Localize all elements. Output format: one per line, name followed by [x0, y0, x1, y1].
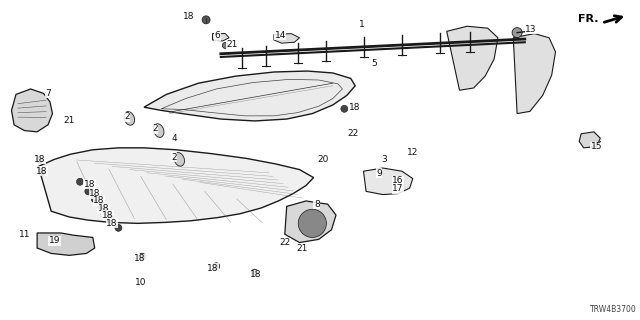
Text: 2: 2	[152, 124, 157, 133]
Circle shape	[107, 215, 113, 222]
Text: 17: 17	[392, 184, 404, 193]
Circle shape	[512, 28, 522, 38]
Text: 18: 18	[207, 264, 218, 273]
Text: 21: 21	[63, 116, 75, 125]
Text: 1: 1	[359, 20, 364, 29]
Text: 13: 13	[525, 25, 537, 34]
Circle shape	[98, 202, 104, 209]
Text: 18: 18	[349, 103, 361, 112]
Polygon shape	[447, 26, 498, 90]
Text: 9: 9	[376, 169, 381, 178]
Circle shape	[222, 43, 228, 48]
Circle shape	[139, 253, 145, 260]
Text: 6: 6	[215, 31, 220, 40]
Text: 5: 5	[372, 59, 377, 68]
Text: 3: 3	[381, 155, 387, 164]
Polygon shape	[513, 34, 556, 114]
Text: TRW4B3700: TRW4B3700	[590, 305, 637, 314]
Ellipse shape	[154, 124, 164, 137]
Text: 18: 18	[102, 211, 113, 220]
Text: 12: 12	[407, 148, 419, 157]
Ellipse shape	[124, 112, 134, 125]
Text: 10: 10	[135, 278, 147, 287]
Polygon shape	[38, 148, 314, 223]
Text: 2: 2	[124, 112, 129, 121]
Text: 11: 11	[19, 230, 30, 239]
Polygon shape	[212, 34, 229, 41]
Text: 19: 19	[49, 236, 60, 245]
Text: 18: 18	[36, 167, 47, 176]
Text: 18: 18	[106, 219, 118, 228]
Text: 21: 21	[296, 244, 308, 253]
Text: 7: 7	[45, 89, 51, 98]
Text: 22: 22	[279, 238, 291, 247]
Circle shape	[252, 269, 258, 276]
Text: 20: 20	[317, 155, 329, 164]
Circle shape	[85, 188, 92, 195]
Text: 18: 18	[34, 155, 45, 164]
Text: 18: 18	[89, 189, 100, 198]
Ellipse shape	[174, 153, 184, 166]
Text: 8: 8	[314, 200, 319, 209]
Circle shape	[38, 169, 45, 176]
Text: 16: 16	[392, 176, 404, 185]
Text: 21: 21	[226, 40, 237, 49]
Polygon shape	[274, 34, 300, 43]
Text: 2: 2	[172, 153, 177, 162]
Text: FR.: FR.	[578, 13, 598, 24]
Polygon shape	[579, 132, 600, 148]
Text: 18: 18	[98, 204, 109, 213]
Polygon shape	[285, 201, 336, 243]
Circle shape	[92, 196, 98, 203]
Circle shape	[115, 224, 122, 231]
Polygon shape	[144, 71, 355, 121]
Text: 18: 18	[84, 180, 95, 188]
Circle shape	[298, 209, 326, 237]
Polygon shape	[12, 89, 52, 132]
Text: 18: 18	[250, 270, 262, 279]
Circle shape	[213, 263, 220, 270]
Text: 15: 15	[591, 142, 602, 151]
Circle shape	[102, 208, 109, 215]
Polygon shape	[364, 168, 413, 195]
Text: 18: 18	[183, 12, 195, 21]
Text: 22: 22	[348, 129, 359, 138]
Text: 14: 14	[275, 31, 286, 40]
Circle shape	[36, 156, 43, 164]
Text: 18: 18	[93, 196, 105, 205]
Polygon shape	[37, 233, 95, 255]
Text: 4: 4	[172, 134, 177, 143]
Circle shape	[202, 16, 210, 24]
Text: 18: 18	[134, 254, 145, 263]
Circle shape	[341, 105, 348, 112]
Circle shape	[77, 178, 83, 185]
